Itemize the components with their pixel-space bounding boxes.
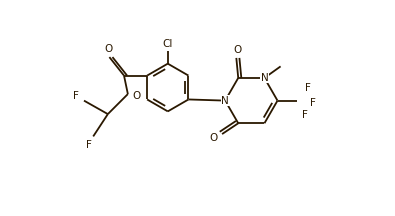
- Text: Cl: Cl: [163, 39, 173, 49]
- Text: O: O: [132, 91, 141, 101]
- Text: N: N: [261, 73, 268, 83]
- Text: F: F: [73, 91, 79, 101]
- Text: F: F: [87, 140, 92, 150]
- Text: O: O: [209, 133, 218, 143]
- Text: O: O: [234, 45, 242, 55]
- Text: F: F: [302, 110, 308, 120]
- Text: F: F: [305, 83, 310, 93]
- Text: O: O: [105, 44, 113, 54]
- Text: N: N: [221, 96, 229, 106]
- Text: F: F: [310, 98, 316, 108]
